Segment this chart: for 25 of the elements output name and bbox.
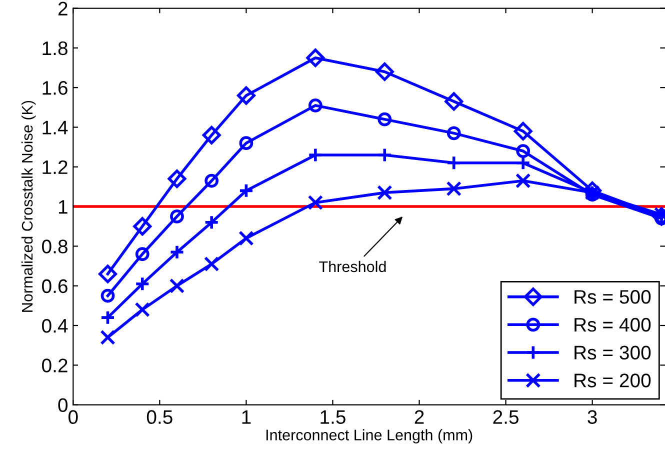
- x-tick-label: 3: [588, 410, 597, 424]
- x-tick-label: 2: [414, 410, 424, 424]
- annotation: Threshold: [319, 260, 386, 272]
- x-tick-label: 1: [242, 410, 251, 424]
- x-tick-label: 2.5: [493, 410, 518, 424]
- y-axis-title: Normalized Crosstalk Noise (K): [21, 100, 36, 312]
- y-tick-label: 1: [58, 200, 68, 214]
- x-tick-label: 1.5: [320, 410, 346, 424]
- legend-label: Rs = 200: [574, 374, 651, 388]
- y-tick-label: 0.6: [42, 279, 68, 294]
- y-tick-label: 1.2: [42, 160, 68, 174]
- x-tick-label: 0: [68, 410, 78, 424]
- x-tick-label: 0.5: [146, 410, 172, 424]
- legend-label: Rs = 400: [574, 318, 651, 332]
- y-tick-label: 1.4: [42, 120, 68, 134]
- y-tick-label: 1.8: [42, 41, 68, 56]
- y-tick-label: 0.2: [42, 358, 68, 372]
- y-tick-label: 0.8: [42, 240, 68, 254]
- x-axis-title: Interconnect Line Length (mm): [266, 429, 472, 444]
- y-tick-label: 0: [58, 398, 68, 412]
- legend-label: Rs = 300: [574, 346, 651, 360]
- y-tick-label: 2: [58, 2, 68, 16]
- y-tick-label: 1.6: [42, 81, 68, 95]
- legend-label: Rs = 500: [574, 290, 651, 304]
- y-tick-label: 0.4: [42, 318, 68, 333]
